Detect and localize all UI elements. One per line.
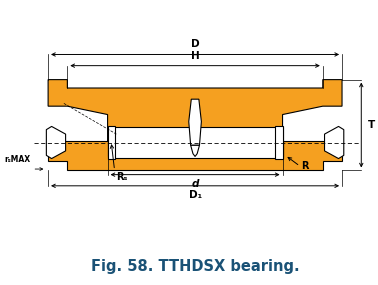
Polygon shape: [325, 127, 344, 158]
Text: T: T: [367, 120, 375, 130]
Bar: [108, 126, 115, 159]
Text: D: D: [191, 39, 199, 49]
Polygon shape: [46, 127, 66, 158]
Polygon shape: [48, 80, 342, 155]
Polygon shape: [191, 145, 200, 156]
Text: H: H: [191, 51, 200, 61]
Text: Rₛ: Rₛ: [116, 172, 127, 182]
Text: Fig. 58. TTHDSX bearing.: Fig. 58. TTHDSX bearing.: [91, 259, 299, 274]
Bar: [108, 127, 282, 158]
Polygon shape: [189, 99, 201, 145]
Bar: [275, 126, 282, 159]
Text: R: R: [301, 161, 309, 171]
Text: d: d: [191, 179, 199, 189]
Text: D₁: D₁: [189, 190, 201, 200]
Text: rₛMAX: rₛMAX: [5, 155, 31, 164]
Polygon shape: [48, 141, 342, 170]
